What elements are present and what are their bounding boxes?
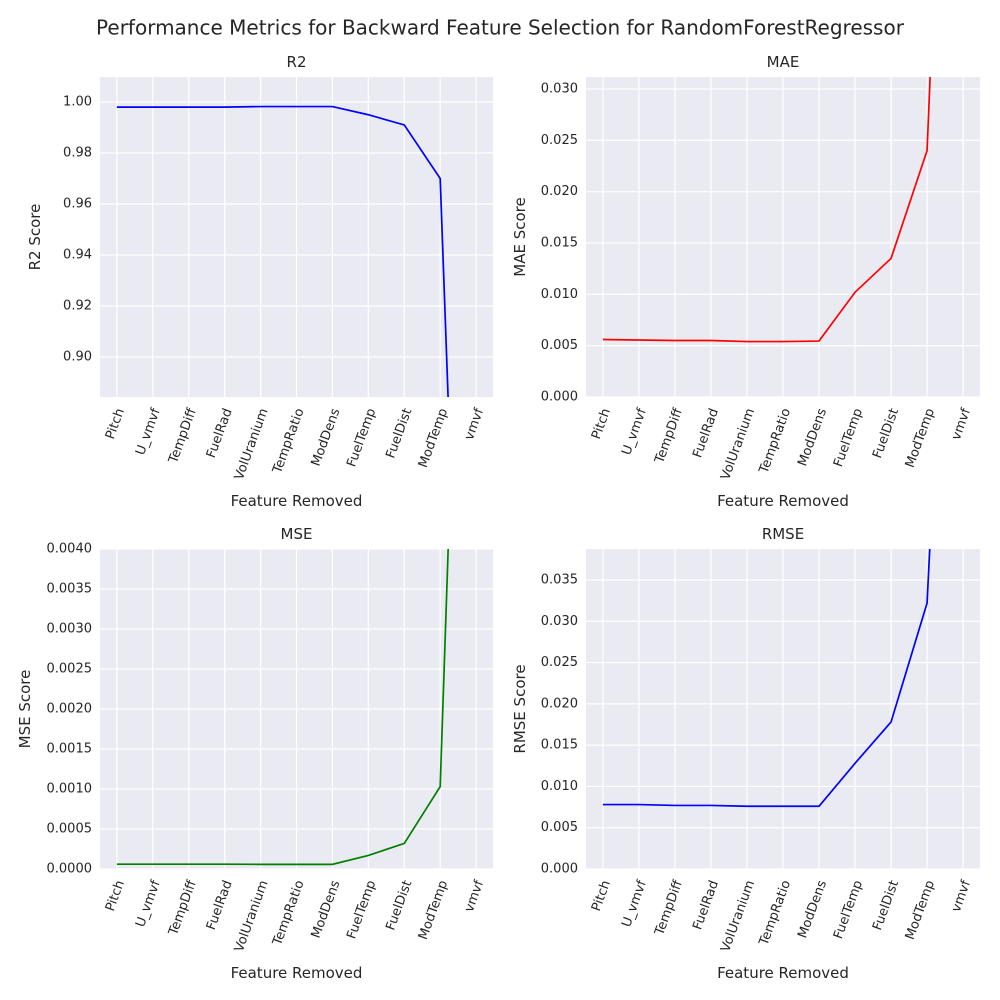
- figure-title: Performance Metrics for Backward Feature…: [96, 16, 905, 40]
- y-axis-label: MAE Score: [511, 197, 529, 276]
- x-axis-label: Feature Removed: [231, 964, 363, 982]
- x-tick-label: vmvf: [462, 878, 487, 914]
- y-tick-label: 0.94: [63, 247, 92, 262]
- y-tick-label: 0.020: [541, 696, 578, 711]
- y-tick-label: 0.015: [541, 738, 578, 753]
- line: [116, 549, 450, 866]
- x-tick-label: TempDiff: [166, 877, 200, 938]
- x-tick-label: Pitch: [103, 878, 128, 913]
- x-tick-label: FuelRad: [204, 878, 236, 932]
- x-tick-label: FuelRad: [690, 406, 722, 460]
- x-tick-label: FuelDist: [870, 878, 902, 932]
- y-tick-label: 1.00: [63, 94, 92, 109]
- y-axis-label: MSE Score: [16, 670, 34, 749]
- line: [116, 105, 449, 397]
- x-tick-label: Pitch: [589, 406, 614, 441]
- x-tick-label: ModTemp: [903, 878, 938, 941]
- x-tick-label: FuelTemp: [344, 878, 379, 941]
- x-tick-label: FuelRad: [690, 878, 722, 932]
- x-tick-label: FuelRad: [204, 406, 236, 460]
- x-axis-label: Feature Removed: [231, 492, 363, 510]
- y-tick-label: 0.0025: [47, 662, 93, 677]
- x-tick-label: ModDens: [795, 878, 830, 940]
- x-tick-label: TempDiff: [652, 405, 686, 466]
- y-tick-label: 0.010: [541, 779, 578, 794]
- subplot-title: RMSE: [762, 525, 804, 543]
- x-tick-label: ModDens: [309, 878, 344, 940]
- subplot-title: MSE: [281, 525, 313, 543]
- y-tick-label: 0.96: [63, 196, 92, 211]
- y-tick-label: 0.035: [541, 572, 578, 587]
- y-tick-label: 0.0040: [47, 542, 93, 557]
- x-tick-label: ModTemp: [416, 878, 451, 941]
- y-tick-label: 0.98: [63, 145, 92, 160]
- y-tick-label: 0.0000: [47, 862, 93, 877]
- x-tick-label: FuelTemp: [831, 878, 866, 941]
- x-tick-label: TempRatio: [756, 878, 794, 948]
- x-tick-label: VolUranium: [232, 878, 272, 954]
- x-tick-label: U_vmvf: [619, 406, 650, 457]
- y-tick-label: 0.020: [541, 184, 578, 199]
- x-tick-label: TempDiff: [166, 405, 200, 466]
- y-tick-label: 0.0015: [47, 742, 93, 757]
- y-tick-label: 0.90: [63, 349, 92, 364]
- x-tick-label: U_vmvf: [619, 878, 650, 929]
- y-tick-label: 0.0030: [47, 622, 93, 637]
- x-tick-label: TempRatio: [270, 878, 308, 948]
- y-tick-label: 0.0005: [47, 822, 93, 837]
- y-tick-label: 0.005: [541, 820, 578, 835]
- y-tick-label: 0.0020: [47, 702, 93, 717]
- x-tick-label: ModTemp: [903, 406, 938, 469]
- y-tick-label: 0.0035: [47, 582, 93, 597]
- subplot: 0.000 0.005 0.010 0.015 0.020 0.025 0.030 0.035…: [511, 525, 980, 982]
- y-tick-label: 0.010: [541, 287, 578, 302]
- y-tick-label: 0.92: [63, 298, 92, 313]
- x-tick-label: ModTemp: [416, 406, 451, 469]
- x-tick-label: VolUranium: [718, 406, 758, 482]
- x-tick-label: Pitch: [589, 878, 614, 913]
- subplot-title: R2: [287, 53, 307, 71]
- subplot: 0.000 0.005 0.010 0.015 0.020 0.025 0.030 Pitch…: [511, 53, 980, 510]
- x-tick-label: vmvf: [949, 878, 974, 914]
- x-tick-label: ModDens: [309, 406, 344, 468]
- x-tick-label: VolUranium: [232, 406, 272, 482]
- x-tick-label: U_vmvf: [133, 406, 164, 457]
- x-tick-label: TempRatio: [270, 406, 308, 476]
- x-tick-label: TempRatio: [756, 406, 794, 476]
- y-axis-label: RMSE Score: [511, 664, 529, 753]
- line: [602, 77, 931, 343]
- y-tick-label: 0.000: [541, 862, 578, 877]
- subplot-title: MAE: [767, 53, 800, 71]
- x-tick-label: TempDiff: [652, 877, 686, 938]
- x-tick-label: U_vmvf: [133, 878, 164, 929]
- x-axis-label: Feature Removed: [717, 964, 849, 982]
- y-tick-label: 0.025: [541, 133, 578, 148]
- y-tick-label: 0.025: [541, 655, 578, 670]
- x-axis-label: Feature Removed: [717, 492, 849, 510]
- y-tick-label: 0.000: [541, 390, 578, 405]
- y-tick-label: 0.0010: [47, 782, 93, 797]
- x-tick-label: FuelDist: [383, 406, 415, 460]
- y-axis-label: R2 Score: [26, 204, 44, 271]
- x-tick-label: FuelTemp: [831, 406, 866, 469]
- x-tick-label: vmvf: [462, 406, 487, 442]
- x-tick-label: FuelTemp: [344, 406, 379, 469]
- x-tick-label: VolUranium: [718, 878, 758, 954]
- y-tick-label: 0.030: [541, 614, 578, 629]
- y-tick-label: 0.030: [541, 82, 578, 97]
- x-tick-label: Pitch: [103, 406, 128, 441]
- x-tick-label: FuelDist: [870, 406, 902, 460]
- x-tick-label: FuelDist: [383, 878, 415, 932]
- x-tick-label: vmvf: [949, 406, 974, 442]
- y-tick-label: 0.005: [541, 338, 578, 353]
- y-tick-label: 0.015: [541, 236, 578, 251]
- line: [602, 549, 931, 808]
- x-tick-label: ModDens: [795, 406, 830, 468]
